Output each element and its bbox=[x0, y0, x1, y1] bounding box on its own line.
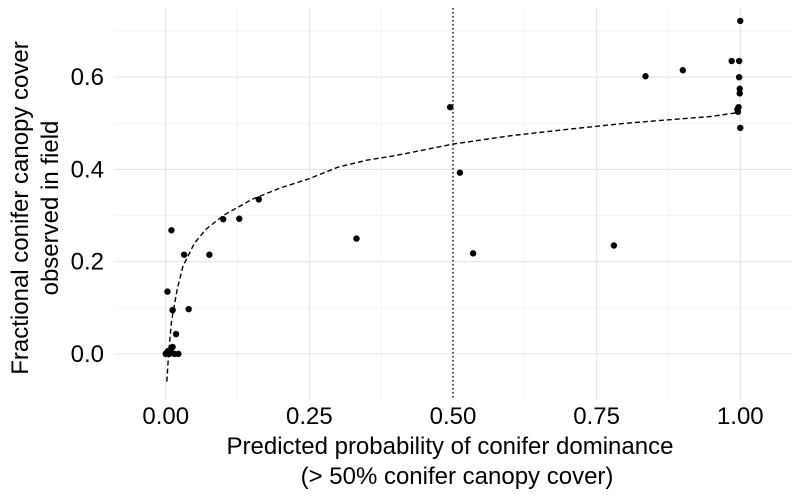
x-tick-label: 0.50 bbox=[430, 403, 477, 430]
x-tick-label: 0.25 bbox=[286, 403, 333, 430]
x-axis-title-line-2: (> 50% conifer canopy cover) bbox=[301, 463, 614, 490]
y-tick-label: 0.6 bbox=[71, 64, 104, 91]
x-tick-label: 1.00 bbox=[717, 403, 764, 430]
data-point-15 bbox=[206, 251, 213, 258]
data-point-35 bbox=[737, 124, 744, 132]
x-axis-ticks: 0.00 0.25 0.50 0.75 1.00 bbox=[142, 403, 763, 430]
data-point-22 bbox=[469, 250, 477, 257]
data-point-31 bbox=[735, 57, 743, 65]
data-point-19 bbox=[353, 235, 360, 242]
data-point-30 bbox=[735, 73, 743, 81]
data-point-21 bbox=[456, 169, 464, 176]
data-point-16 bbox=[219, 216, 227, 223]
data-point-12 bbox=[175, 350, 182, 358]
data-point-14 bbox=[185, 305, 192, 313]
data-point-23 bbox=[610, 242, 618, 249]
x-tick-label: 0.75 bbox=[573, 403, 620, 430]
data-point-8 bbox=[164, 288, 171, 295]
y-tick-label: 0.0 bbox=[71, 341, 104, 368]
data-point-29 bbox=[735, 103, 742, 111]
data-point-20 bbox=[446, 103, 454, 111]
data-point-11 bbox=[172, 330, 180, 338]
trend-line bbox=[166, 111, 741, 382]
data-point-25 bbox=[679, 67, 687, 74]
data-point-24 bbox=[642, 73, 649, 80]
y-axis-title-line-1: Fractional conifer canopy cover bbox=[7, 41, 34, 375]
data-points bbox=[162, 17, 744, 358]
data-point-13 bbox=[180, 251, 188, 258]
trend-line-layer bbox=[166, 111, 741, 382]
y-axis-ticks: 0.0 0.2 0.4 0.6 bbox=[71, 64, 104, 368]
data-point-9 bbox=[168, 227, 175, 234]
data-point-26 bbox=[728, 57, 735, 65]
data-point-10 bbox=[169, 306, 176, 314]
y-axis-title-line-2: observed in field bbox=[37, 121, 64, 296]
x-tick-label: 0.00 bbox=[142, 403, 189, 430]
y-tick-label: 0.2 bbox=[71, 249, 104, 276]
x-axis-title-line-1: Predicted probability of conifer dominan… bbox=[227, 433, 674, 460]
y-tick-label: 0.4 bbox=[71, 156, 104, 183]
data-point-18 bbox=[255, 196, 262, 203]
data-point-6 bbox=[169, 343, 176, 351]
data-point-34 bbox=[737, 17, 744, 25]
data-point-32 bbox=[736, 85, 743, 92]
data-point-33 bbox=[736, 90, 743, 97]
y-axis-title: Fractional conifer canopy cover observed… bbox=[7, 41, 64, 375]
data-point-17 bbox=[236, 215, 243, 222]
